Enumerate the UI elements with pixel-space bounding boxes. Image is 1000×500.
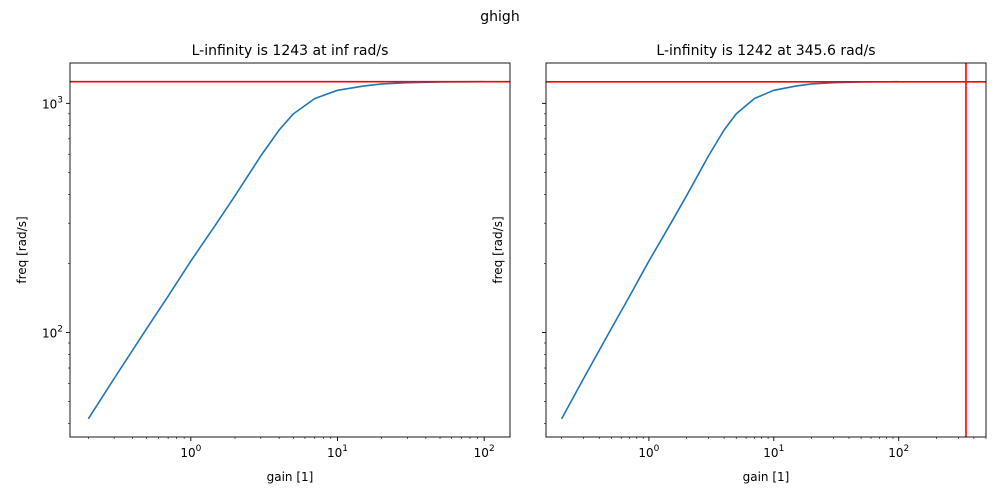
subplot-1: L-infinity is 1243 at inf rad/s 100 101 102… — [15, 43, 511, 484]
x-tick-label: 102 — [888, 444, 909, 460]
axes-frame — [545, 62, 987, 438]
x-tick-label: 100 — [180, 444, 201, 460]
y-tick-label: 102 — [42, 325, 63, 341]
y-axis-label: freq [rad/s] — [491, 216, 505, 283]
subplot-title: L-infinity is 1243 at inf rad/s — [192, 43, 389, 59]
y-tick-label: 103 — [42, 95, 63, 111]
x-tick-label: 101 — [327, 444, 348, 460]
x-tick-label: 102 — [474, 444, 495, 460]
axes-frame — [69, 62, 511, 438]
x-tick-label: 100 — [638, 444, 659, 460]
series-line-1 — [560, 80, 899, 420]
series-line-1 — [87, 80, 485, 420]
x-axis-label: gain [1] — [743, 470, 790, 484]
y-axis-label: freq [rad/s] — [15, 216, 29, 283]
subplot-title: L-infinity is 1242 at 345.6 rad/s — [656, 43, 875, 59]
figure-suptitle: ghigh — [480, 9, 519, 25]
subplot-2: L-infinity is 1242 at 345.6 rad/s 100 101 1… — [491, 43, 987, 484]
x-axis-label: gain [1] — [267, 470, 314, 484]
x-tick-label: 101 — [763, 444, 784, 460]
